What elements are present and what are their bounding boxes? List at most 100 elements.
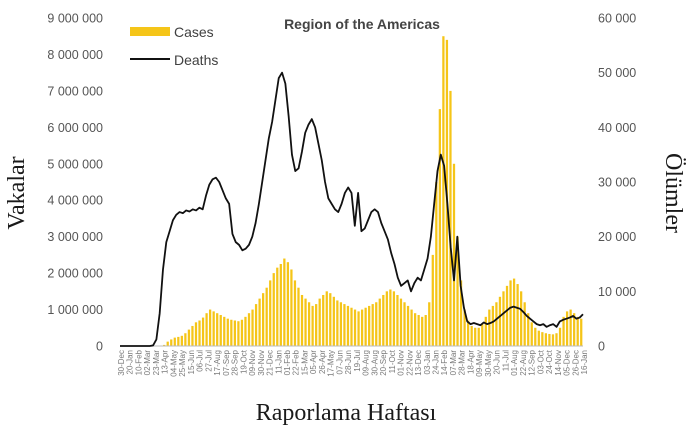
cases-bar [219, 315, 222, 346]
right-y-ticks: 0 10 000 20 000 30 000 40 000 50 000 60 000 [598, 12, 636, 354]
cases-bar [406, 305, 410, 346]
cases-bar [226, 318, 229, 346]
cases-bar [276, 267, 279, 346]
cases-bar [548, 333, 551, 346]
cases-bar [346, 305, 350, 346]
x-tick-label: 22-Aug [519, 350, 528, 376]
x-tick-label: 01-Aug [510, 350, 519, 376]
x-tick-label: 11-Oct [388, 349, 397, 373]
x-tick-label: 07-Mar [449, 350, 458, 376]
cases-bar [272, 273, 275, 346]
x-tick-label: 10-Feb [134, 349, 143, 375]
legend: Cases Deaths [130, 24, 218, 68]
x-tick-label: 14-Feb [440, 349, 449, 375]
cases-bar [329, 293, 332, 346]
cases-bar [537, 330, 540, 346]
cases-bar [311, 305, 314, 346]
cases-bar [247, 313, 251, 346]
cases-bar [350, 307, 353, 346]
cases-bar [449, 90, 452, 346]
cases-bar [562, 316, 565, 346]
cases-bar [481, 324, 484, 346]
cases-bar [286, 262, 290, 346]
cases-bar [484, 316, 487, 346]
left-y-tick-label: 5 000 000 [47, 157, 103, 171]
cases-bar [375, 302, 378, 346]
x-tick-label: 24-Oct [545, 349, 554, 374]
cases-bar [442, 36, 445, 346]
cases-bar [336, 300, 339, 346]
cases-bar [399, 298, 403, 346]
cases-bar [435, 182, 438, 346]
cases-bar [502, 291, 505, 346]
right-y-tick-label: 10 000 [598, 285, 636, 299]
x-tick-label: 09-Aug [362, 350, 371, 376]
cases-bar [551, 334, 555, 346]
x-tick-label: 23-Mar [152, 350, 161, 376]
cases-bar [413, 313, 417, 346]
x-tick-label: 30-Aug [370, 350, 379, 376]
x-tick-label: 22-Feb [292, 349, 301, 375]
deaths-line [120, 71, 584, 347]
x-tick-label: 13-Apr [161, 350, 170, 374]
left-y-tick-label: 7 000 000 [47, 84, 103, 98]
x-tick-label: 03-Oct [536, 349, 545, 374]
x-tick-label: 20-Sep [379, 349, 388, 375]
right-y-tick-label: 20 000 [598, 230, 636, 244]
x-tick-label: 14-Nov [554, 350, 563, 376]
cases-bar [534, 327, 537, 346]
cases-bar [166, 341, 169, 346]
cases-bar [495, 302, 498, 346]
x-tick-label: 24-Jan [431, 350, 440, 374]
x-tick-label: 30-Nov [257, 350, 266, 376]
cases-bar [177, 336, 180, 346]
x-ticks: 30-Dec 20-Jan 10-Feb 02-Mar 23-Mar 13-Apr 04-M… [117, 349, 589, 376]
cases-bar [417, 315, 420, 346]
cases-bar [290, 269, 293, 346]
x-tick-label: 17-May [327, 350, 336, 377]
cases-bar [371, 304, 374, 346]
cases-bar [512, 278, 516, 346]
right-y-tick-label: 40 000 [598, 121, 636, 135]
x-axis-label: Raporlama Haftası [256, 400, 437, 426]
cases-bars [159, 36, 583, 347]
legend-label-cases: Cases [174, 24, 214, 40]
y-axis-label: Vakalar [4, 156, 30, 229]
cases-bar [201, 317, 205, 346]
x-tick-label: 13-Dec [414, 350, 423, 376]
cases-bar [569, 309, 572, 346]
x-tick-label: 28-Jun [344, 350, 353, 374]
cases-bar [463, 309, 466, 346]
cases-bar [173, 337, 176, 346]
cases-bar [307, 302, 311, 346]
left-y-tick-label: 6 000 000 [47, 121, 103, 135]
cases-bar [357, 311, 360, 346]
cases-bar [237, 321, 240, 346]
x-tick-label: 07-Sep [222, 349, 231, 375]
right-y-tick-label: 30 000 [598, 176, 636, 190]
cases-bar [389, 289, 392, 346]
x-tick-label: 15-Mar [300, 350, 309, 376]
cases-bar [516, 284, 519, 346]
cases-bar [520, 291, 523, 346]
x-tick-label: 19-Jul [353, 350, 362, 372]
left-y-tick-label: 9 000 000 [47, 12, 103, 26]
cases-bar [527, 313, 530, 346]
cases-bar [216, 313, 219, 346]
cases-bar [523, 302, 526, 346]
cases-bar [424, 315, 427, 346]
cases-bar [315, 304, 318, 346]
cases-bar [544, 333, 548, 346]
cases-bar [573, 313, 576, 346]
legend-label-deaths: Deaths [174, 52, 218, 68]
cases-bar [364, 307, 367, 346]
cases-bar [580, 318, 583, 346]
x-tick-label: 26-Dec [571, 350, 580, 376]
cases-bar [212, 311, 215, 346]
x-tick-label: 15-Jun [187, 350, 196, 374]
x-tick-label: 16-Jan [580, 350, 589, 374]
x-tick-label: 09-May [475, 350, 484, 377]
left-y-tick-label: 8 000 000 [47, 48, 103, 62]
x-tick-label: 20-Jun [493, 350, 502, 374]
cases-bar [368, 305, 371, 346]
